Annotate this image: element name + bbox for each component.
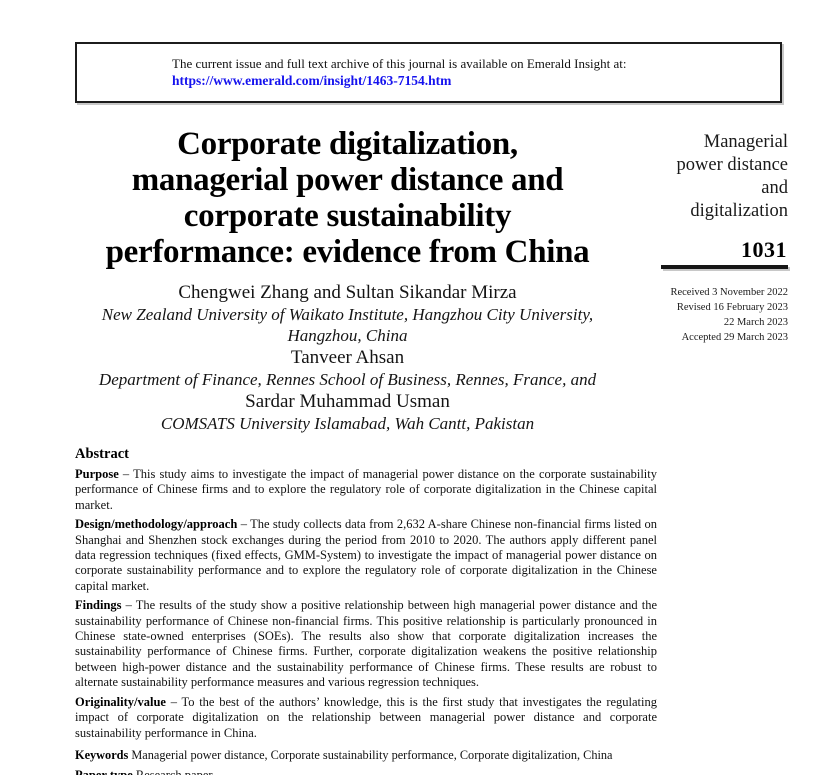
- author-names: Sardar Muhammad Usman: [245, 391, 450, 412]
- date-revised-2: 22 March 2023: [723, 317, 788, 328]
- paper-title-line: managerial power distance and: [131, 162, 564, 198]
- running-head-line: digitalization: [690, 201, 788, 221]
- abstract-block: Abstract Purpose – This study aims to in…: [75, 446, 657, 775]
- abstract-originality-label: Originality/value: [75, 694, 166, 709]
- running-head-line: power distance: [676, 155, 788, 175]
- abstract-purpose: Purpose – This study aims to investigate…: [75, 467, 657, 513]
- paper-type-text: Research paper: [136, 768, 213, 775]
- abstract-findings-text: The results of the study show a positive…: [75, 598, 658, 690]
- author-names: Tanveer Ahsan: [290, 347, 405, 368]
- abstract-findings: Findings – The results of the study show…: [75, 598, 657, 690]
- running-head-line: and: [761, 178, 788, 198]
- abstract-design-label: Design/methodology/approach: [75, 517, 238, 532]
- folio-rule-divider: [661, 265, 788, 269]
- archive-notice-text: The current issue and full text archive …: [172, 56, 627, 71]
- abstract-purpose-text: This study aims to investigate the impac…: [75, 467, 658, 512]
- author-affiliation: Hangzhou, China: [287, 326, 408, 345]
- abstract-design: Design/methodology/approach – The study …: [75, 517, 657, 594]
- paper-title-line: performance: evidence from China: [105, 234, 590, 270]
- author-affiliation: Department of Finance, Rennes School of …: [98, 370, 597, 389]
- keywords-line: Keywords Managerial power distance, Corp…: [75, 748, 657, 763]
- running-head: Managerial power distance and digitaliza…: [613, 131, 788, 223]
- abstract-originality-text: To the best of the authors’ knowledge, t…: [75, 694, 657, 740]
- keywords-text: Managerial power distance, Corporate sus…: [131, 747, 613, 762]
- dash-separator: –: [122, 467, 130, 481]
- date-revised: Revised 16 February 2023: [676, 302, 788, 313]
- date-received: Received 3 November 2022: [670, 287, 788, 298]
- abstract-purpose-label: Purpose: [75, 467, 119, 481]
- author-affiliation: New Zealand University of Waikato Instit…: [101, 305, 594, 324]
- dash-separator: –: [240, 517, 247, 532]
- dash-separator: –: [125, 598, 132, 613]
- author-names: Chengwei Zhang and Sultan Sikandar Mirza: [178, 282, 517, 303]
- authors-block: Chengwei Zhang and Sultan Sikandar Mirza…: [75, 281, 620, 434]
- archive-notice-box: The current issue and full text archive …: [75, 42, 782, 103]
- abstract-originality: Originality/value – To the best of the a…: [75, 695, 657, 741]
- author-affiliation: COMSATS University Islamabad, Wah Cantt,…: [160, 414, 535, 433]
- date-accepted: Accepted 29 March 2023: [681, 332, 788, 343]
- dash-separator: –: [170, 694, 177, 709]
- paper-title-line: Corporate digitalization,: [177, 126, 518, 162]
- page-number: 1031: [741, 237, 787, 262]
- abstract-design-text: The study collects data from 2,632 A-sha…: [75, 517, 658, 593]
- abstract-findings-label: Findings: [75, 598, 122, 613]
- article-history-dates: Received 3 November 2022 Revised 16 Febr…: [670, 285, 788, 345]
- abstract-heading: Abstract: [75, 446, 129, 462]
- paper-title: Corporate digitalization, managerial pow…: [75, 126, 620, 270]
- keywords-label: Keywords: [75, 747, 129, 762]
- paper-title-line: corporate sustainability: [183, 198, 512, 234]
- running-head-line: Managerial: [703, 132, 788, 152]
- journal-insight-link[interactable]: https://www.emerald.com/insight/1463-715…: [172, 73, 452, 88]
